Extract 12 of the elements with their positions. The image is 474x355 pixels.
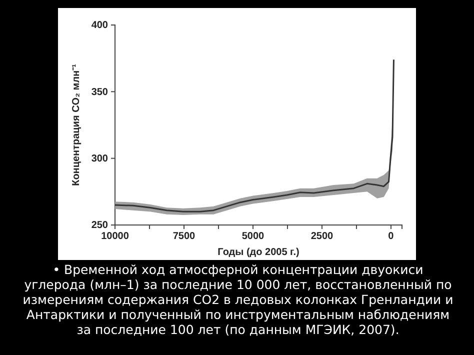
text: • Временной ход атмосферной концентрации двуокиси углерода (млн–1) за последние 10 000 лет, восстановленный по измерениям содержания CO2 в ледовых колонках Гренландии и Антарктики и полученный по инструментальным наблюдениям за последние 100 лет (по данным МГЭИК, 2007).	[22, 262, 454, 337]
x-tick-label: 7500	[172, 231, 196, 242]
x-tick-label: 5000	[242, 231, 265, 242]
x-axis-title: Годы (до 2005 г.)	[218, 247, 300, 258]
y-tick-label: 350	[91, 86, 108, 98]
y-tick-label: 250	[91, 220, 108, 232]
y-tick-label: 400	[91, 20, 108, 32]
x-tick-label: 10000	[101, 231, 130, 242]
y-tick-label: 300	[91, 154, 108, 165]
x-tick-label: 0	[388, 231, 394, 242]
x-tick-label: 2500	[310, 231, 334, 242]
y-axis-title: Концентрация CO₂ млн⁻¹	[71, 63, 82, 186]
